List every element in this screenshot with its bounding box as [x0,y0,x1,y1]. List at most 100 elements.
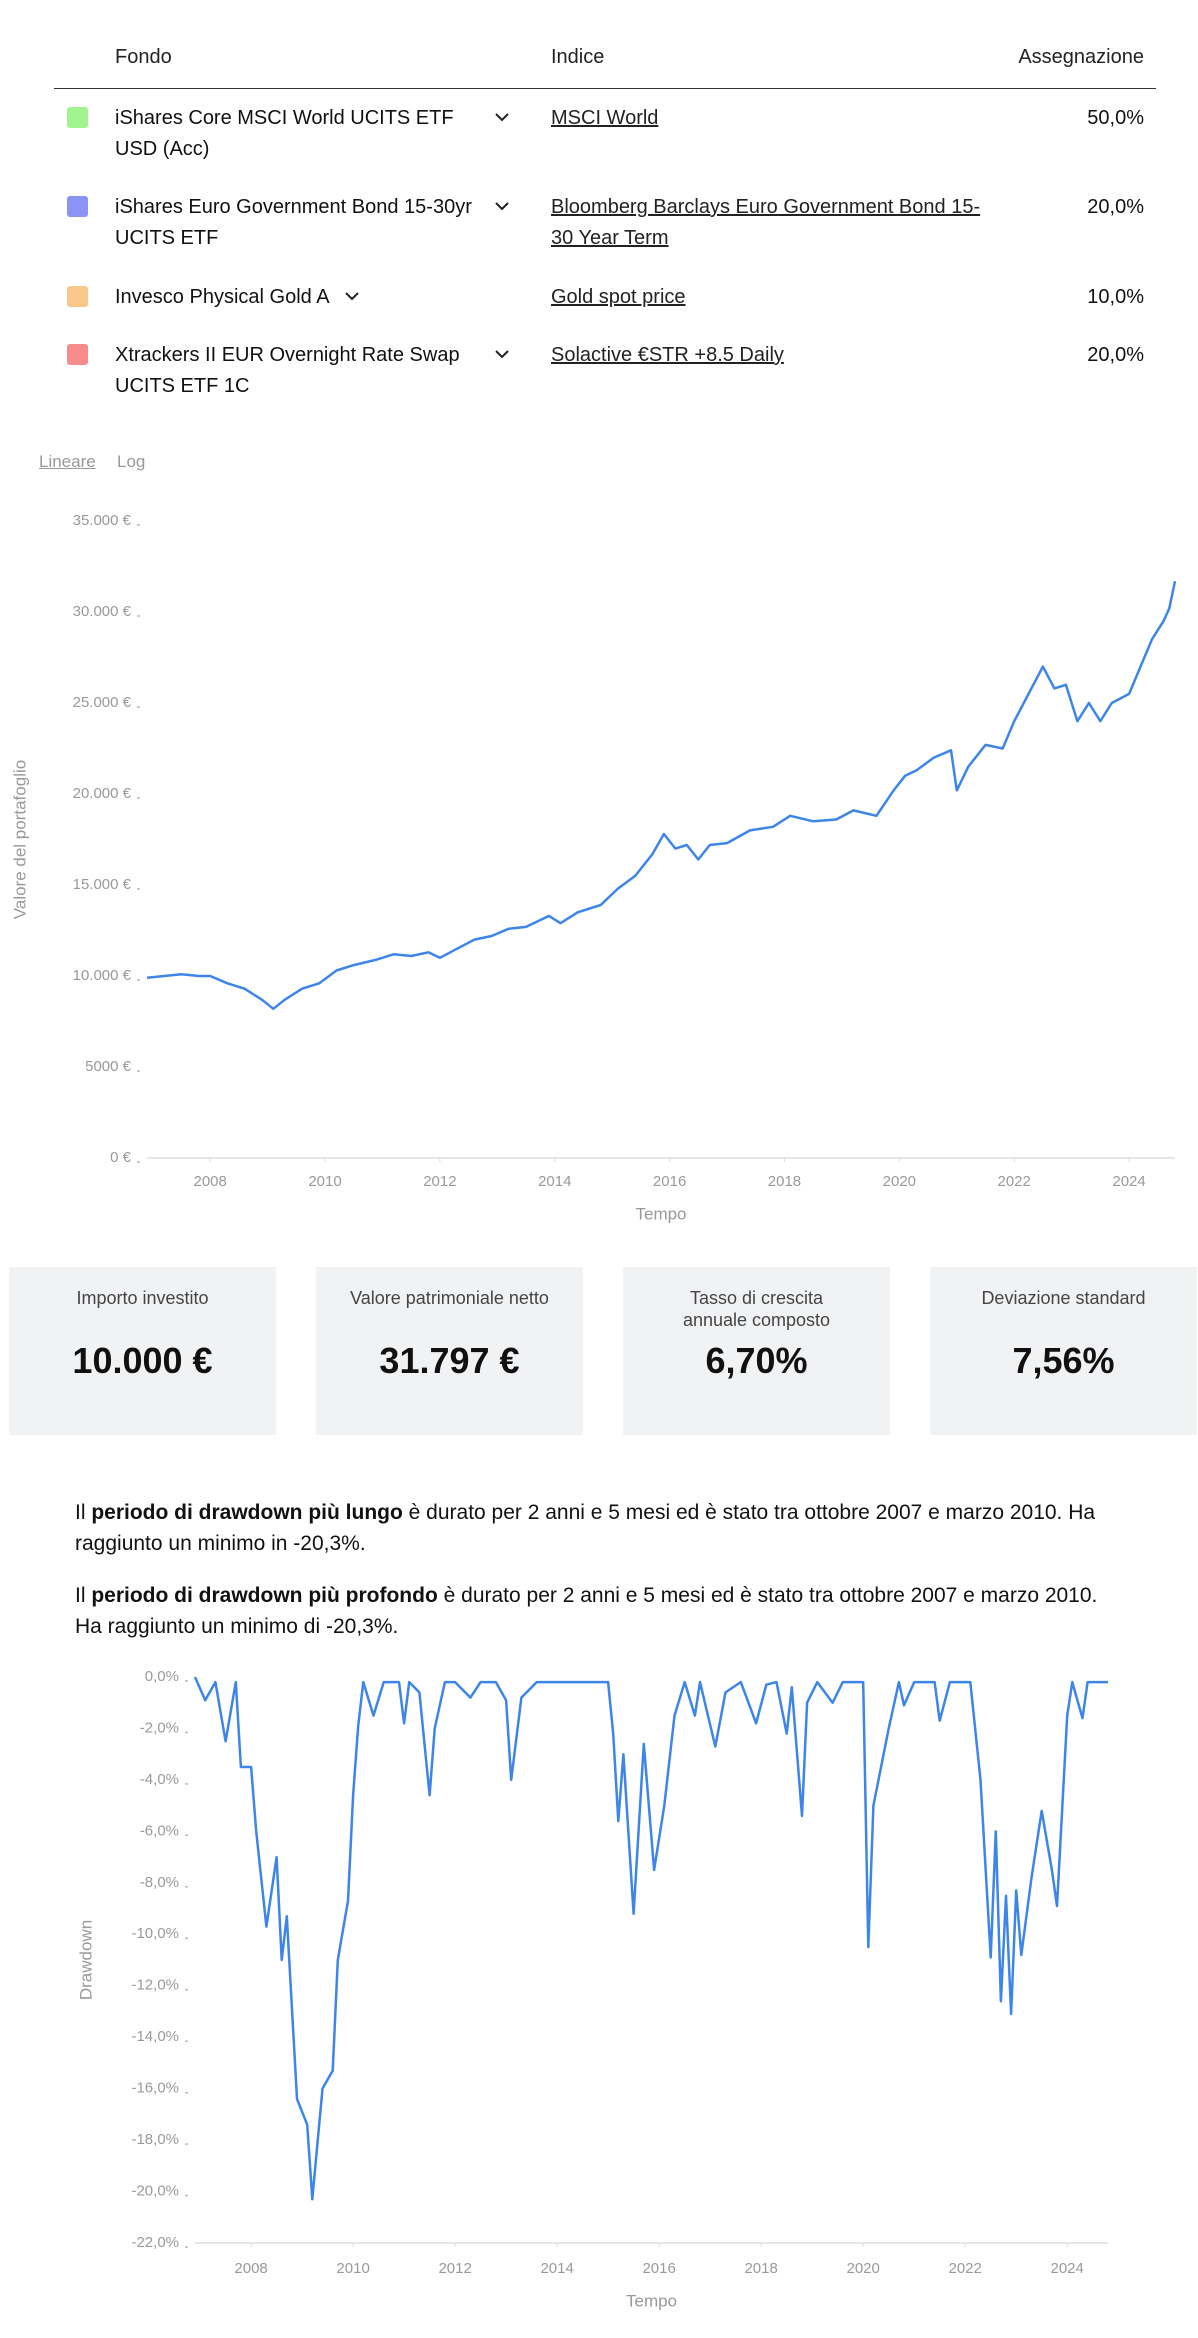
y-tick-label: -22,0% [131,2234,179,2251]
y-tick-label: -20,0% [131,2183,179,2200]
chevron-icon [495,113,509,122]
bold-text: periodo di drawdown più profondo [91,1584,438,1607]
fund-cell: Xtrackers II EUR Overnight Rate Swap UCI… [115,340,510,402]
x-tick-label: 2008 [193,1173,226,1190]
text: Il [75,1584,92,1607]
drawdown-chart: 0,0% -2,0% -4,0% -6,0% -8,0% -10,0% -12,0% -14,… [76,1668,1108,2310]
text: Il [75,1501,92,1524]
scale-toggle[interactable]: Log [117,452,146,471]
x-tick-label: 2018 [768,1173,801,1190]
chevron-icon [495,350,509,359]
y-tick-label: -16,0% [131,2080,179,2097]
color-swatch [67,196,88,217]
x-tick-label: 2018 [744,2260,777,2277]
stat-value: 31.797 € [379,1340,520,1381]
stat-card: Deviazione standard 7,56% [930,1267,1197,1435]
text: è durato per 2 anni e 5 mesi ed è stato … [75,1584,1098,1638]
data-line [146,580,1177,1011]
allocation: 50,0% [1087,107,1144,129]
index-link[interactable]: Bloomberg Barclays Euro Government Bond … [551,196,981,249]
expand-chevron[interactable] [494,349,510,359]
y-tick-label: 0 € [110,1149,132,1166]
chevron-icon [495,202,509,211]
y-tick-label: -8,0% [140,1874,179,1891]
y-tick-label: -14,0% [131,2028,179,2045]
x-tick-label: 2014 [540,2260,573,2277]
color-swatch [67,286,88,307]
y-tick-label: -10,0% [131,1925,179,1942]
y-tick-label: 25.000 € [73,694,132,711]
x-tick-label: 2020 [846,2260,879,2277]
y-tick-label: 5000 € [85,1058,132,1075]
y-tick-label: -18,0% [131,2131,179,2148]
y-tick-label: 15.000 € [73,876,132,893]
stat-card: Importo investito 10.000 € [9,1267,276,1435]
x-axis-label: Tempo [635,1204,686,1223]
stat-card: Valore patrimoniale netto 31.797 € [316,1267,583,1435]
x-tick-label: 2008 [234,2260,267,2277]
x-tick-label: 2022 [948,2260,981,2277]
paragraph: Il periodo di drawdown più profondo è du… [75,1580,1115,1642]
expand-chevron[interactable] [344,291,360,301]
index-link[interactable]: Gold spot price [551,286,686,308]
stat-label: Deviazione standard [981,1288,1146,1308]
y-tick-label: -4,0% [140,1771,179,1788]
y-tick-label: -2,0% [140,1719,179,1736]
fund-name: iShares Euro Government Bond 15-30yr UCI… [115,196,472,249]
y-axis-label: Drawdown [76,1920,95,2000]
stat-value: 6,70% [705,1340,808,1381]
value-chart: 0 € 5000 € 10.000 € 15.000 € 20.000 € 25.000 … [10,512,1177,1223]
data-line [193,1676,1108,2201]
allocation: 20,0% [1087,196,1144,218]
y-tick-label: 10.000 € [73,967,132,984]
header-rule [54,88,1156,89]
y-tick-label: 0,0% [145,1668,179,1685]
table-header: Assegnazione [1018,46,1144,68]
table-header: Indice [551,46,605,68]
x-tick-label: 2024 [1112,1173,1145,1190]
x-tick-label: 2020 [883,1173,916,1190]
allocation: 10,0% [1087,286,1144,308]
y-axis-label: Valore del portafoglio [10,760,29,919]
stat-label: Tasso di crescita annuale composto [682,1288,831,1330]
y-tick-label: 35.000 € [73,512,132,529]
x-tick-label: 2022 [998,1173,1031,1190]
y-tick-label: -6,0% [140,1822,179,1839]
bold-text: periodo di drawdown più lungo [91,1501,403,1524]
x-tick-label: 2024 [1051,2260,1084,2277]
text: è durato per 2 anni e 5 mesi ed è stato … [75,1501,1096,1555]
expand-chevron[interactable] [494,201,510,211]
x-tick-label: 2012 [438,2260,471,2277]
index-link[interactable]: MSCI World [551,107,659,129]
x-tick-label: 2010 [336,2260,369,2277]
color-swatch [67,107,88,128]
chevron-icon [344,292,359,301]
index-link[interactable]: Solactive €STR +8.5 Daily [551,344,784,366]
x-tick-label: 2012 [423,1173,456,1190]
expand-chevron[interactable] [494,112,510,122]
y-tick-label: 30.000 € [73,603,132,620]
fund-cell: Invesco Physical Gold A [115,282,360,313]
stat-label: Importo investito [76,1288,209,1308]
stat-card: Tasso di crescita annuale composto 6,70% [623,1267,890,1435]
allocation: 20,0% [1087,344,1144,366]
fund-name: Invesco Physical Gold A [115,286,330,308]
stat-label: Valore patrimoniale netto [350,1288,549,1308]
y-tick-label: 20.000 € [73,785,132,802]
table-header: Fondo [115,46,172,68]
stat-value: 10.000 € [72,1340,213,1381]
x-tick-label: 2014 [538,1173,571,1190]
x-axis-label: Tempo [626,2291,677,2310]
paragraph: Il periodo di drawdown più lungo è durat… [75,1497,1115,1559]
x-tick-label: 2016 [642,2260,675,2277]
fund-name: iShares Core MSCI World UCITS ETF USD (A… [115,107,454,160]
fund-name: Xtrackers II EUR Overnight Rate Swap UCI… [115,344,460,397]
y-tick-label: -12,0% [131,1977,179,1994]
fund-cell: iShares Core MSCI World UCITS ETF USD (A… [115,103,510,165]
color-swatch [67,344,88,365]
x-tick-label: 2010 [308,1173,341,1190]
scale-toggle[interactable]: Lineare [39,452,96,471]
fund-cell: iShares Euro Government Bond 15-30yr UCI… [115,192,510,254]
x-tick-label: 2016 [653,1173,686,1190]
